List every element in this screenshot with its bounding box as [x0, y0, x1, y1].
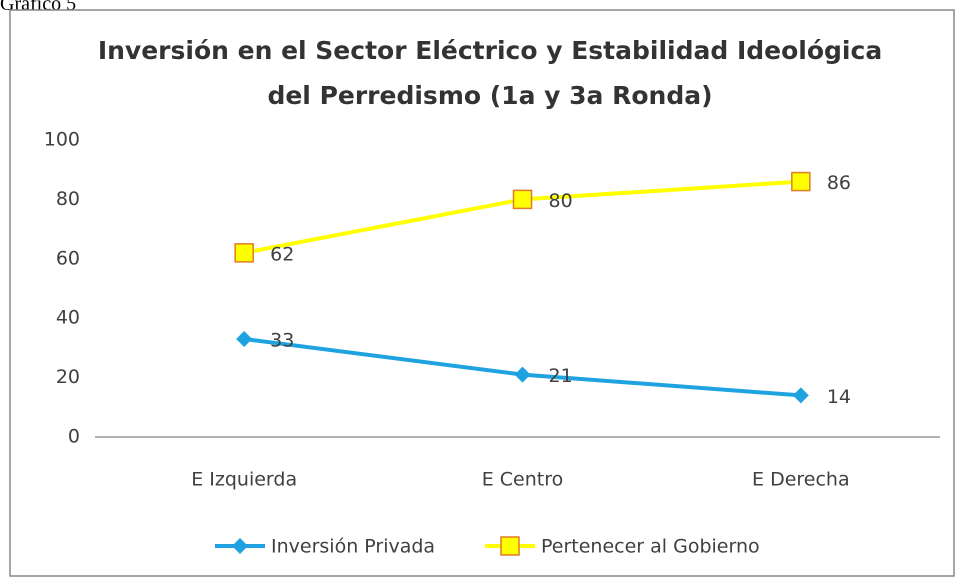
chart-frame [9, 9, 955, 577]
legend-label: Pertenecer al Gobierno [541, 536, 760, 558]
y-tick-label: 40 [56, 307, 80, 329]
marker [792, 387, 809, 404]
legend-label: Inversión Privada [271, 536, 435, 558]
data-label: 14 [827, 386, 851, 408]
marker [791, 171, 811, 192]
data-label: 80 [549, 190, 573, 212]
y-tick-label: 80 [56, 188, 80, 210]
marker [236, 330, 253, 347]
y-tick-label: 60 [56, 247, 80, 269]
x-tick-label: E Derecha [752, 469, 850, 491]
x-tick-label: E Izquierda [191, 469, 297, 491]
y-tick-label: 0 [68, 426, 80, 448]
data-label: 21 [549, 365, 573, 387]
marker [234, 243, 254, 263]
chart-title: Inversión en el Sector Eléctrico y Estab… [98, 36, 882, 65]
x-tick-label: E Centro [482, 469, 564, 491]
data-label: 86 [827, 172, 851, 194]
legend-marker [500, 536, 520, 556]
caption: Gráfico 5 [0, 0, 76, 15]
marker [512, 189, 533, 210]
marker [514, 366, 531, 383]
chart-title: del Perredismo (1a y 3a Ronda) [267, 81, 712, 110]
data-label: 62 [270, 243, 294, 265]
data-label: 33 [270, 329, 294, 351]
y-tick-label: 100 [44, 129, 80, 151]
y-tick-label: 20 [56, 366, 80, 388]
legend-marker [232, 538, 248, 554]
